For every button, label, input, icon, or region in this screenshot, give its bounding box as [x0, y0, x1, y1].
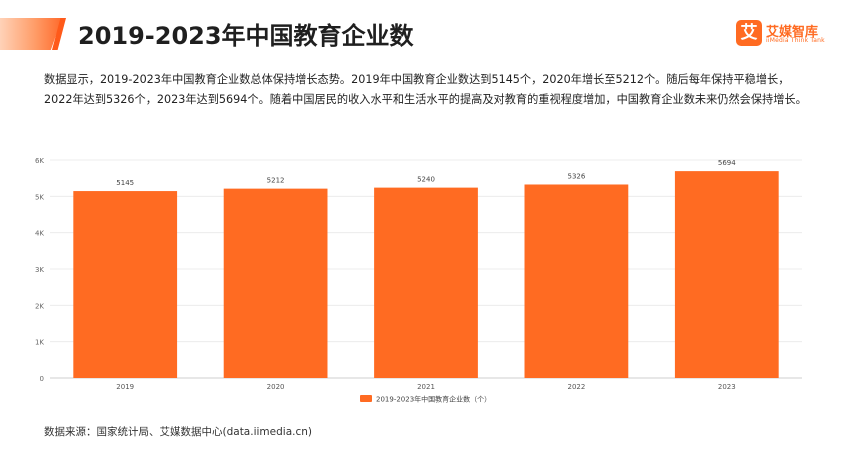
data-source: 数据来源：国家统计局、艾媒数据中心(data.iimedia.cn)	[44, 426, 312, 438]
logo-subtitle: iiMedia Think Tank	[766, 37, 825, 44]
y-tick-label: 4K	[35, 230, 44, 238]
header: 2019-2023年中国教育企业数 艾 艾媒智库 iiMedia Think T…	[0, 0, 845, 62]
x-tick-label: 2023	[718, 383, 736, 391]
description-text: 数据显示，2019-2023年中国教育企业数总体保持增长态势。2019年中国教育…	[44, 73, 807, 106]
x-tick-label: 2022	[567, 383, 585, 391]
bar-data-label: 5326	[567, 172, 585, 180]
logo-name: 艾媒智库	[766, 25, 819, 40]
logo-mark-icon: 艾	[736, 20, 762, 46]
x-tick-label: 2021	[417, 383, 435, 391]
iimedia-logo: 艾 艾媒智库 iiMedia Think Tank	[736, 20, 836, 50]
y-tick-label: 0	[40, 375, 44, 383]
bar	[73, 191, 178, 378]
bar	[674, 171, 779, 378]
bar-data-label: 5694	[718, 159, 736, 167]
legend-label: 2019-2023年中国教育企业数（个）	[376, 395, 491, 404]
bar-data-label: 5145	[116, 179, 134, 187]
x-tick-label: 2019	[116, 383, 134, 391]
bar-chart: 0 1K 2K 3K 4K 5K 6K 5145 2019 5212 2020 5240 2021 532…	[35, 157, 802, 404]
title-accent-decoration	[0, 18, 62, 50]
y-tick-label: 1K	[35, 339, 44, 347]
y-tick-label: 6K	[35, 157, 44, 165]
bar	[223, 188, 328, 378]
bar-data-label: 5212	[267, 177, 285, 185]
page-title: 2019-2023年中国教育企业数	[78, 22, 414, 50]
bar-data-label: 5240	[417, 176, 435, 184]
y-tick-label: 5K	[35, 193, 44, 201]
x-tick-label: 2020	[267, 383, 285, 391]
y-tick-label: 3K	[35, 266, 44, 274]
bar	[524, 184, 629, 378]
legend-swatch	[360, 395, 372, 402]
bar	[374, 187, 478, 378]
y-tick-label: 2K	[35, 302, 44, 310]
